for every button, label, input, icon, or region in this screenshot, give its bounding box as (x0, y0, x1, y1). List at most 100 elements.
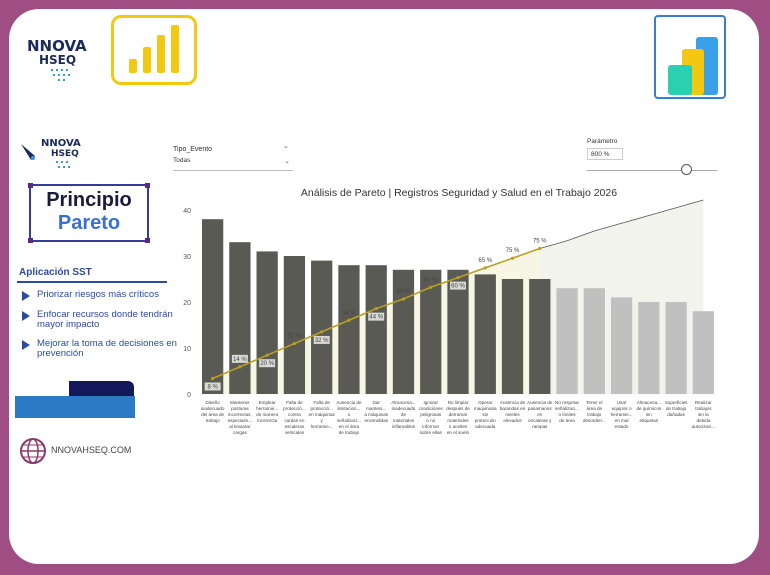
powerbi-logo-icon (111, 15, 201, 87)
pct-label: 65 % (478, 258, 492, 264)
nnova-hseq-logo: NNOVA HSEQ (25, 23, 105, 83)
pen-nib-icon (21, 144, 35, 160)
y-tick-label: 40 (183, 208, 191, 215)
x-tick-label: No limpiar después de derramar materiales o … (446, 400, 470, 435)
cumulative-point (374, 307, 378, 311)
parameter-input[interactable]: 800 % (587, 148, 623, 160)
pct-label-box (204, 382, 221, 391)
cumulative-point (265, 353, 269, 357)
bullet-text: Mejorar la toma de decisiones en prevenc… (37, 338, 177, 359)
bar (365, 265, 387, 394)
nnova-hseq-small-logo: NNOVA HSEQ (17, 136, 97, 181)
x-tick-label: Tener el área de trabajo desorden... (583, 400, 606, 423)
cumulative-point (538, 246, 542, 251)
pct-label: 60 % (451, 284, 465, 290)
x-tick-label: Almacena... inadecuado de materiales inflama… (391, 400, 415, 429)
x-tick-label: Ausencia de limitacion... o señalizaci... en… (336, 400, 362, 435)
y-tick-label: 10 (183, 346, 191, 353)
slicer-label: Tipo_Evento (173, 146, 213, 153)
bar (420, 269, 442, 394)
bar (283, 256, 306, 394)
cumulative-point (510, 256, 515, 260)
x-tick-label: Falta de protecció... contra caídas en escal… (283, 400, 305, 435)
triangle-right-icon (22, 291, 30, 301)
cumulative-line-rest (539, 199, 704, 249)
cumulative-point (292, 341, 297, 346)
y-tick-label: 0 (187, 392, 191, 399)
bar (256, 251, 278, 394)
bar (229, 242, 251, 394)
pct-label: 60 % (397, 289, 411, 295)
aplicacion-sst-title: Aplicación SST (19, 267, 92, 278)
tipo-evento-dropdown[interactable]: Todas ⌄ (173, 157, 293, 171)
bar-chart-app-icon (654, 15, 726, 99)
decorative-bar-blue (15, 396, 135, 418)
principio-title: Principio (46, 189, 132, 211)
bar (311, 260, 333, 394)
pct-label: 20 % (260, 361, 274, 367)
bar (501, 279, 524, 394)
brand-small-line2: HSEQ (51, 149, 79, 159)
globe-icon (20, 438, 46, 464)
triangle-right-icon (22, 311, 30, 321)
cumulative-point (211, 376, 215, 381)
bar (610, 297, 633, 394)
bar (665, 302, 687, 394)
x-tick-label: Almacena... de químicos sin etiquetas (636, 400, 661, 423)
pareto-chart: 0 10 20 30 40 Diseño inadecuado del área de trab… (183, 199, 716, 435)
pct-label: 44 % (342, 310, 356, 316)
bar (692, 311, 715, 394)
pct-label: 60 % (424, 277, 438, 283)
cumulative-point (347, 318, 351, 322)
x-tick-label: Superficies de trabajo dañadas (665, 400, 688, 417)
pct-label: 32 % (315, 338, 329, 344)
x-tick-label: Realizar trabajos sin la debida autorizaci..… (692, 400, 716, 429)
x-tick-label: Dar manteni... a máquinas encendidas (364, 400, 388, 423)
parameter-label: Parámetro (587, 138, 618, 145)
pareto-title: Pareto (57, 212, 121, 234)
cumulative-point (320, 330, 324, 334)
bullet-text: Enfocar recursos donde tendrán mayor imp… (37, 309, 173, 330)
website-link[interactable]: NNOVAHSEQ.COM (51, 445, 132, 455)
parameter-slider-thumb[interactable] (680, 164, 692, 175)
cumulative-point (401, 297, 406, 301)
triangle-right-icon (22, 340, 30, 350)
pct-label: 32 % (288, 334, 302, 340)
x-tick-label: Ignorar condiciones peligrosas o no informar… (419, 400, 444, 435)
chevron-down-icon: ⌄ (284, 158, 290, 165)
brand-name-line2: HSEQ (39, 53, 77, 67)
small-circuit-icon (56, 161, 70, 168)
bar (556, 288, 578, 394)
pct-label-box (450, 281, 466, 290)
cumulative-point (456, 276, 460, 280)
decorative-bar-dark (69, 381, 134, 397)
y-tick-label: 20 (183, 300, 191, 307)
report-canvas: NNOVA HSEQ NNOVA HSEQ Principio P (9, 9, 759, 564)
pct-label-box (368, 312, 385, 321)
pct-label: 8 % (207, 384, 218, 390)
brand-small-line1: NNOVA (41, 138, 81, 149)
cumulative-point (483, 266, 487, 270)
principio-pareto-box: Principio Pareto (28, 183, 150, 243)
x-tick-label: No respetar señalizaci... o límites de área (555, 400, 579, 423)
x-tick-label: Diseño inadecuado del área de trabajo (201, 400, 225, 423)
pct-label-box (259, 359, 276, 368)
y-tick-label: 30 (183, 254, 191, 261)
cumulative-point (429, 285, 433, 289)
parameter-slider-track[interactable] (587, 170, 717, 171)
pct-label: 44 % (369, 315, 383, 321)
pct-label-box (313, 335, 330, 344)
bar (447, 269, 469, 394)
bar (638, 302, 660, 394)
chart-title: Análisis de Pareto | Registros Seguridad… (300, 187, 618, 199)
pct-label: 14 % (233, 357, 247, 363)
brand-name-line1: NNOVA (27, 37, 87, 55)
chevron-down-icon[interactable]: ⌄ (283, 143, 289, 150)
bar (338, 265, 360, 394)
circuit-icon (51, 69, 70, 81)
pct-label: 75 % (533, 239, 547, 245)
x-tick-label: Mantener posturas incorrectas, especialm...… (228, 400, 253, 435)
pct-label-box (231, 354, 248, 363)
x-tick-label: Falta de protecció... en máquinas y herramie… (309, 400, 336, 429)
x-tick-label: Usar equipos o herramie... en mal estado (611, 400, 633, 429)
